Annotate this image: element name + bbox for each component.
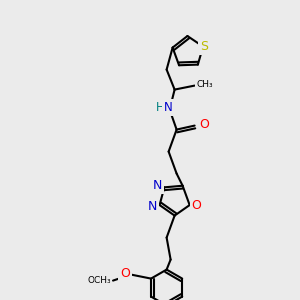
Text: O: O xyxy=(120,267,130,280)
Text: O: O xyxy=(192,199,202,212)
Text: N: N xyxy=(164,101,173,114)
Text: S: S xyxy=(200,40,208,53)
Text: N: N xyxy=(148,200,157,213)
Text: O: O xyxy=(200,118,209,131)
Text: N: N xyxy=(153,179,162,192)
Text: OCH₃: OCH₃ xyxy=(87,276,111,285)
Text: CH₃: CH₃ xyxy=(196,80,213,89)
Text: H: H xyxy=(156,101,165,114)
